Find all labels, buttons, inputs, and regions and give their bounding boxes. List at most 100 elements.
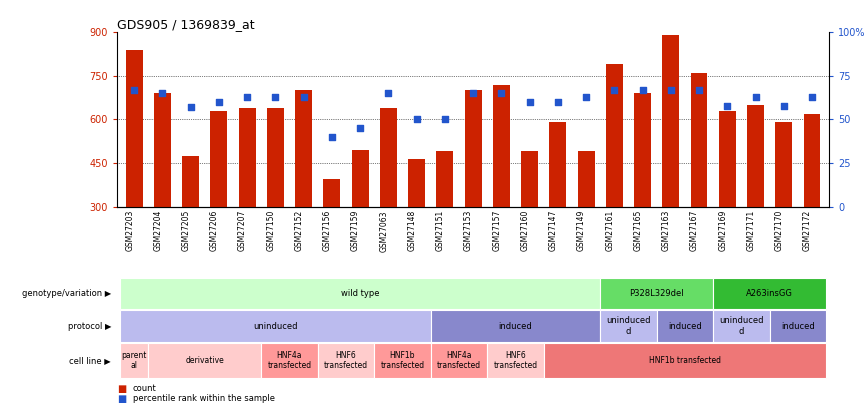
Text: GSM27167: GSM27167 [690,210,699,252]
Text: HNF1b
transfected: HNF1b transfected [380,351,424,370]
Text: uninduced
d: uninduced d [719,316,764,336]
FancyBboxPatch shape [431,311,600,341]
Text: HNF4a
transfected: HNF4a transfected [437,351,481,370]
Text: GSM27150: GSM27150 [266,210,275,252]
Point [635,87,649,93]
FancyBboxPatch shape [713,278,826,309]
FancyBboxPatch shape [543,343,826,378]
Text: GSM27157: GSM27157 [492,210,502,252]
FancyBboxPatch shape [120,343,148,378]
FancyBboxPatch shape [374,343,431,378]
FancyBboxPatch shape [261,343,318,378]
Text: induced: induced [498,322,532,330]
Text: GSM27203: GSM27203 [125,210,135,252]
Point [268,94,282,100]
Text: GSM27172: GSM27172 [803,210,812,252]
FancyBboxPatch shape [148,343,261,378]
FancyBboxPatch shape [120,311,431,341]
Text: GSM27152: GSM27152 [294,210,304,252]
Text: derivative: derivative [186,356,224,365]
FancyBboxPatch shape [713,311,770,341]
Text: HNF1b transfected: HNF1b transfected [649,356,721,365]
Text: GSM27207: GSM27207 [238,210,247,252]
Text: induced: induced [668,322,701,330]
FancyBboxPatch shape [600,311,657,341]
Bar [210,111,227,207]
FancyBboxPatch shape [657,311,713,341]
Text: protocol ▶: protocol ▶ [68,322,111,330]
Bar [521,151,538,207]
Point [381,90,395,97]
Bar [380,108,397,207]
Text: HNF6
transfected: HNF6 transfected [324,351,368,370]
Bar [154,94,171,207]
Bar [239,108,255,207]
Text: GSM27171: GSM27171 [746,210,755,252]
Text: ■: ■ [117,394,127,404]
Text: GSM27149: GSM27149 [577,210,586,252]
Point [748,94,762,100]
Bar [493,85,510,207]
Bar [634,94,651,207]
Point [551,99,565,105]
Text: GSM27148: GSM27148 [408,210,417,252]
Text: GSM27160: GSM27160 [521,210,529,252]
FancyBboxPatch shape [431,343,487,378]
Point [579,94,593,100]
Text: uninduced
d: uninduced d [606,316,651,336]
Bar [126,50,142,207]
Point [325,134,339,140]
Point [692,87,706,93]
Point [495,90,509,97]
Point [437,116,451,123]
Text: cell line ▶: cell line ▶ [69,356,111,365]
Bar [324,179,340,207]
FancyBboxPatch shape [600,278,713,309]
Text: count: count [133,384,156,393]
FancyBboxPatch shape [770,311,826,341]
Text: GSM27161: GSM27161 [605,210,615,252]
Text: HNF6
transfected: HNF6 transfected [493,351,537,370]
Text: GSM27063: GSM27063 [379,210,388,252]
FancyBboxPatch shape [318,343,374,378]
Text: GSM27205: GSM27205 [181,210,191,252]
Point [805,94,819,100]
Text: GSM27170: GSM27170 [775,210,784,252]
FancyBboxPatch shape [120,278,600,309]
Point [523,99,536,105]
Point [184,104,198,111]
Bar [606,64,622,207]
Text: GSM27204: GSM27204 [154,210,162,252]
Point [777,102,791,109]
Bar [464,90,482,207]
Text: induced: induced [781,322,815,330]
Text: GSM27165: GSM27165 [634,210,642,252]
Point [353,125,367,131]
Text: percentile rank within the sample: percentile rank within the sample [133,394,275,403]
Text: genotype/variation ▶: genotype/variation ▶ [22,289,111,298]
Bar [437,151,453,207]
Point [297,94,311,100]
Bar [408,159,425,207]
Text: A263insGG: A263insGG [746,289,793,298]
Point [720,102,734,109]
Bar [577,151,595,207]
Bar [719,111,736,207]
Bar [266,108,284,207]
Bar [549,122,566,207]
Point [466,90,480,97]
Text: GSM27156: GSM27156 [323,210,332,252]
Bar [804,114,820,207]
Bar [775,122,792,207]
Point [155,90,169,97]
Point [608,87,621,93]
Text: ■: ■ [117,384,127,394]
Bar [182,156,199,207]
Text: GSM27206: GSM27206 [210,210,219,252]
Point [410,116,424,123]
Text: GSM27147: GSM27147 [549,210,558,252]
Text: wild type: wild type [341,289,379,298]
Text: GSM27163: GSM27163 [661,210,671,252]
Bar [352,150,369,207]
Text: HNF4a
transfected: HNF4a transfected [267,351,312,370]
